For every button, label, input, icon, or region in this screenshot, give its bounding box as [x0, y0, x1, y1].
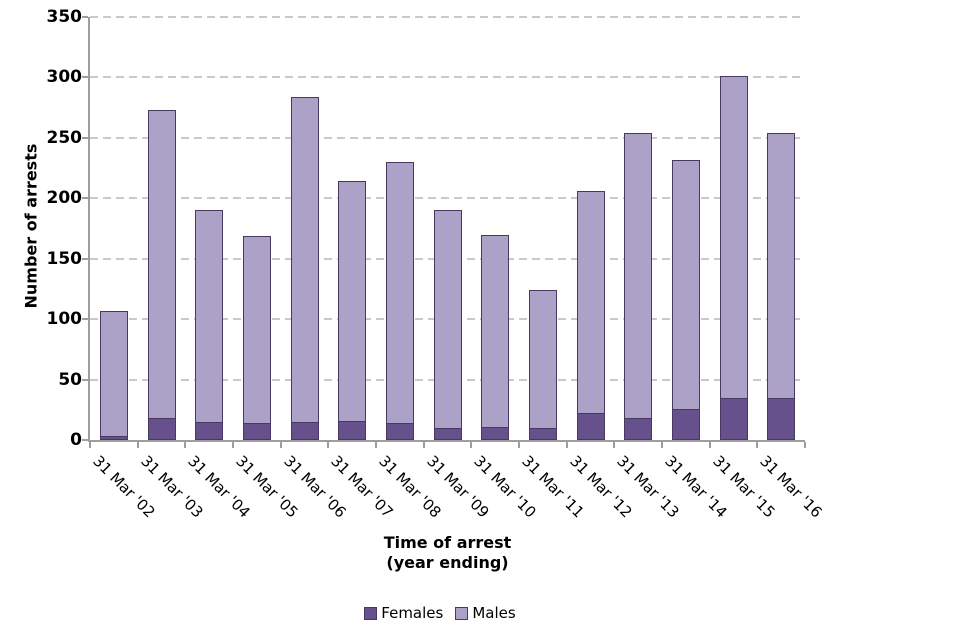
y-tick-mark [82, 76, 88, 79]
y-tick-label-250: 250 [46, 127, 83, 148]
x-tick-mark [136, 442, 139, 448]
plot-area [88, 16, 805, 442]
y-tick-label-0: 0 [70, 430, 82, 450]
bar-31-mar-03 [147, 110, 176, 440]
females-segment [624, 418, 653, 440]
x-tick-mark [232, 442, 234, 448]
females-segment [338, 420, 367, 440]
bar-31-mar-12 [576, 191, 605, 440]
bar-31-mar-13 [624, 133, 653, 440]
x-tick-mark [613, 442, 616, 448]
y-axis-title: Number of arrests [21, 143, 41, 309]
x-axis-title: Time of arrest (year ending) [90, 533, 805, 573]
legend-item-females: Females [364, 604, 443, 622]
males-segment [481, 234, 510, 427]
gridline-200 [90, 197, 805, 200]
females-segment [385, 423, 414, 440]
legend-item-males: Males [455, 604, 516, 622]
males-segment [528, 290, 557, 428]
x-tick-mark [89, 442, 91, 448]
males-segment [624, 133, 653, 419]
x-tick-mark [470, 442, 473, 448]
females-segment [481, 426, 510, 440]
bar-31-mar-09 [433, 210, 462, 440]
y-tick-mark [82, 16, 88, 18]
x-tick-mark [422, 442, 425, 448]
y-tick-label-200: 200 [46, 188, 83, 209]
females-segment [576, 413, 605, 440]
bar-31-mar-06 [290, 96, 319, 440]
females-segment [147, 418, 176, 440]
x-axis-title-line1: Time of arrest [383, 533, 512, 552]
legend: Females Males [90, 604, 790, 622]
males-segment [195, 210, 224, 422]
males-segment [671, 159, 700, 409]
x-tick-mark [756, 442, 759, 448]
y-tick-label-100: 100 [46, 309, 83, 330]
legend-label-males: Males [472, 604, 516, 622]
bar-31-mar-08 [385, 162, 414, 440]
y-tick-mark [82, 318, 88, 321]
males-segment [385, 162, 414, 424]
x-tick-mark [708, 442, 711, 448]
x-tick-mark [565, 442, 568, 448]
males-segment [99, 310, 128, 437]
bar-31-mar-15 [719, 76, 748, 440]
females-segment [433, 427, 462, 440]
males-segment [242, 235, 271, 424]
males-segment [767, 133, 796, 398]
females-segment [290, 421, 319, 440]
y-tick-mark [82, 439, 88, 441]
legend-label-females: Females [381, 604, 444, 622]
y-tick-label-50: 50 [58, 369, 82, 390]
gridline-350 [90, 16, 805, 18]
females-segment [719, 397, 748, 440]
x-axis-title-line2: (year ending) [386, 553, 509, 572]
y-tick-label-150: 150 [46, 248, 83, 269]
y-tick-mark [82, 197, 88, 200]
males-segment [576, 191, 605, 414]
females-segment [671, 408, 700, 440]
gridline-250 [90, 136, 805, 139]
x-tick-mark [279, 442, 282, 448]
bar-31-mar-11 [528, 290, 557, 440]
bar-31-mar-10 [481, 234, 510, 440]
females-segment [528, 427, 557, 440]
bar-31-mar-07 [338, 181, 367, 440]
x-tick-mark [804, 442, 806, 448]
males-segment [719, 76, 748, 398]
y-tick-mark [82, 136, 88, 139]
bar-31-mar-16 [767, 133, 796, 440]
males-swatch-icon [455, 606, 469, 620]
males-segment [338, 181, 367, 421]
gridline-300 [90, 76, 805, 79]
y-tick-label-300: 300 [46, 67, 83, 88]
females-segment [195, 421, 224, 440]
males-segment [433, 210, 462, 428]
y-tick-mark [82, 257, 88, 260]
bar-31-mar-05 [242, 235, 271, 440]
females-segment [99, 436, 128, 440]
y-tick-label-350: 350 [46, 7, 83, 27]
bar-31-mar-14 [671, 159, 700, 440]
males-segment [147, 110, 176, 419]
females-segment [242, 423, 271, 440]
bar-31-mar-04 [195, 210, 224, 440]
x-tick-mark [327, 442, 330, 448]
x-tick-mark [375, 442, 377, 448]
x-tick-mark [518, 442, 520, 448]
females-swatch-icon [364, 606, 378, 620]
bar-31-mar-02 [99, 310, 128, 440]
y-tick-mark [82, 378, 88, 381]
x-tick-mark [661, 442, 663, 448]
males-segment [290, 96, 319, 422]
x-tick-mark [184, 442, 187, 448]
females-segment [767, 397, 796, 440]
